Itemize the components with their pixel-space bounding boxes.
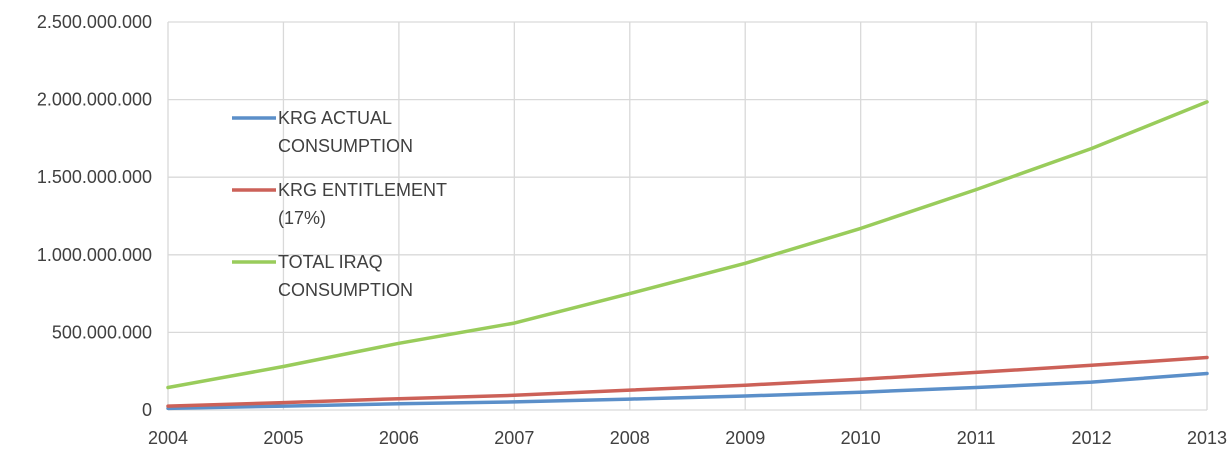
y-tick-label: 0 xyxy=(142,400,152,420)
data-point xyxy=(513,394,515,396)
series-line-2 xyxy=(166,100,1209,390)
data-point xyxy=(860,391,862,393)
legend: KRG ACTUAL CONSUMPTION KRG ENTITLEMENT (17%… xyxy=(232,108,447,300)
data-point xyxy=(744,262,746,264)
data-point xyxy=(167,386,169,388)
legend-label: CONSUMPTION xyxy=(278,280,413,300)
data-point xyxy=(860,378,862,380)
data-point xyxy=(1206,101,1208,103)
y-tick-label: 500.000.000 xyxy=(52,322,152,342)
data-point xyxy=(282,405,284,407)
x-tick-label: 2009 xyxy=(725,428,765,448)
data-point xyxy=(975,386,977,388)
data-point xyxy=(860,227,862,229)
y-tick-label: 1.000.000.000 xyxy=(37,245,152,265)
legend-entry: TOTAL IRAQ CONSUMPTION xyxy=(232,252,413,300)
data-point xyxy=(282,366,284,368)
data-point xyxy=(398,403,400,405)
data-point xyxy=(1206,357,1208,359)
y-tick-label: 2.000.000.000 xyxy=(37,90,152,110)
data-point xyxy=(398,342,400,344)
data-point xyxy=(1206,373,1208,375)
legend-entry: KRG ACTUAL CONSUMPTION xyxy=(232,108,413,156)
x-tick-label: 2010 xyxy=(841,428,881,448)
y-tick-label: 2.500.000.000 xyxy=(37,12,152,32)
x-tick-label: 2004 xyxy=(148,428,188,448)
data-point xyxy=(744,384,746,386)
x-tick-label: 2006 xyxy=(379,428,419,448)
series-line-0 xyxy=(166,371,1209,411)
data-point xyxy=(629,293,631,295)
data-point xyxy=(744,395,746,397)
x-tick-label: 2008 xyxy=(610,428,650,448)
x-tick-label: 2011 xyxy=(957,428,996,448)
legend-entry: KRG ENTITLEMENT (17%) xyxy=(232,180,447,228)
y-tick-label: 1.500.000.000 xyxy=(37,167,152,187)
data-point xyxy=(1091,364,1093,366)
data-point xyxy=(975,371,977,373)
x-tick-label: 2007 xyxy=(494,428,534,448)
data-point xyxy=(629,389,631,391)
y-axis-ticks: 0 500.000.000 1.000.000.000 1.500.000.000 2.… xyxy=(37,12,152,420)
data-point xyxy=(975,189,977,191)
data-point xyxy=(167,407,169,409)
legend-label: CONSUMPTION xyxy=(278,136,413,156)
legend-label: KRG ENTITLEMENT xyxy=(278,180,447,200)
data-point xyxy=(629,398,631,400)
data-point xyxy=(167,405,169,407)
data-point xyxy=(398,398,400,400)
data-point xyxy=(1091,147,1093,149)
x-tick-label: 2005 xyxy=(263,428,303,448)
legend-label: KRG ACTUAL xyxy=(278,108,392,128)
data-point xyxy=(513,401,515,403)
data-point xyxy=(513,322,515,324)
data-point xyxy=(282,402,284,404)
x-axis-ticks: 2004 2005 2006 2007 2008 2009 2010 2011 2012 2013 xyxy=(148,428,1227,448)
series-line-1 xyxy=(166,355,1209,408)
x-tick-label: 2013 xyxy=(1187,428,1227,448)
data-point xyxy=(1091,381,1093,383)
series-lines xyxy=(166,100,1209,411)
legend-label: (17%) xyxy=(278,208,326,228)
legend-label: TOTAL IRAQ xyxy=(278,252,383,272)
x-tick-label: 2012 xyxy=(1072,428,1112,448)
grid xyxy=(167,21,1208,411)
